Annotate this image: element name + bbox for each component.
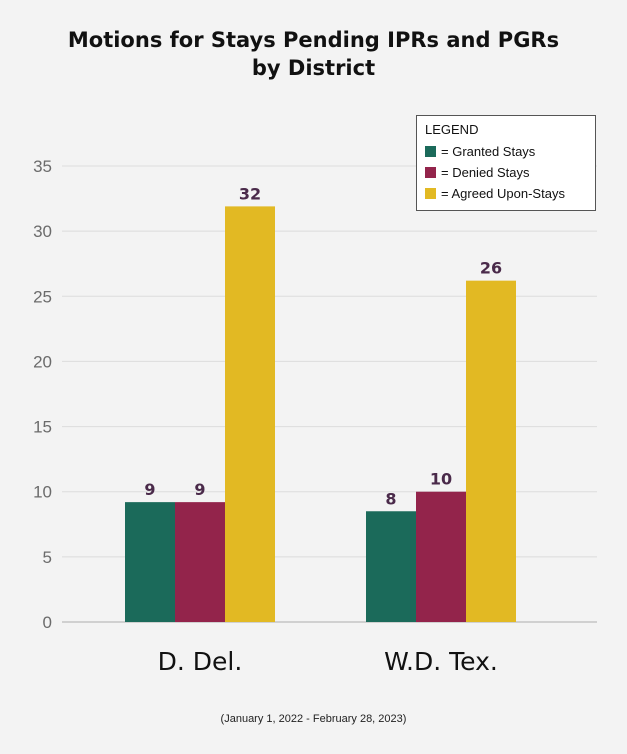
chart-title-line1: Motions for Stays Pending IPRs and PGRs: [67, 28, 560, 52]
y-tick-label: 10: [33, 483, 52, 502]
y-tick-label: 30: [33, 222, 52, 241]
bar: [466, 280, 516, 622]
legend-label-agreed: = Agreed Upon-Stays: [441, 186, 565, 201]
bar-value-label: 10: [430, 470, 452, 489]
bar-value-label: 26: [480, 259, 502, 278]
legend-label-granted: = Granted Stays: [441, 144, 536, 159]
bar-value-label: 9: [194, 480, 205, 499]
y-tick-label: 15: [33, 418, 52, 437]
bar-value-label: 8: [385, 489, 396, 508]
legend: LEGEND = Granted Stays = Denied Stays = …: [416, 115, 596, 211]
y-tick-label: 20: [33, 352, 52, 371]
legend-swatch-agreed: [425, 188, 436, 199]
date-range-footnote: (January 1, 2022 - February 28, 2023): [220, 713, 407, 725]
x-category-label: W.D. Tex.: [384, 647, 498, 676]
legend-title: LEGEND: [425, 122, 479, 137]
bar: [225, 206, 275, 623]
chart-title-line2: by District: [251, 56, 376, 80]
bar-value-label: 9: [144, 480, 155, 499]
y-tick-label: 25: [33, 287, 52, 306]
legend-label-denied: = Denied Stays: [441, 165, 530, 180]
bar-value-label: 32: [239, 184, 261, 203]
legend-swatch-denied: [425, 167, 436, 178]
legend-item-denied: = Denied Stays: [425, 162, 587, 183]
bar: [416, 491, 466, 622]
y-tick-label: 0: [43, 613, 52, 632]
x-category-label: D. Del.: [158, 647, 243, 676]
y-tick-label: 5: [43, 548, 52, 567]
y-tick-label: 35: [33, 157, 52, 176]
legend-swatch-granted: [425, 146, 436, 157]
bar: [366, 511, 416, 622]
legend-item-granted: = Granted Stays: [425, 141, 587, 162]
bar: [175, 502, 225, 622]
legend-item-agreed: = Agreed Upon-Stays: [425, 183, 587, 204]
bar: [125, 502, 175, 622]
